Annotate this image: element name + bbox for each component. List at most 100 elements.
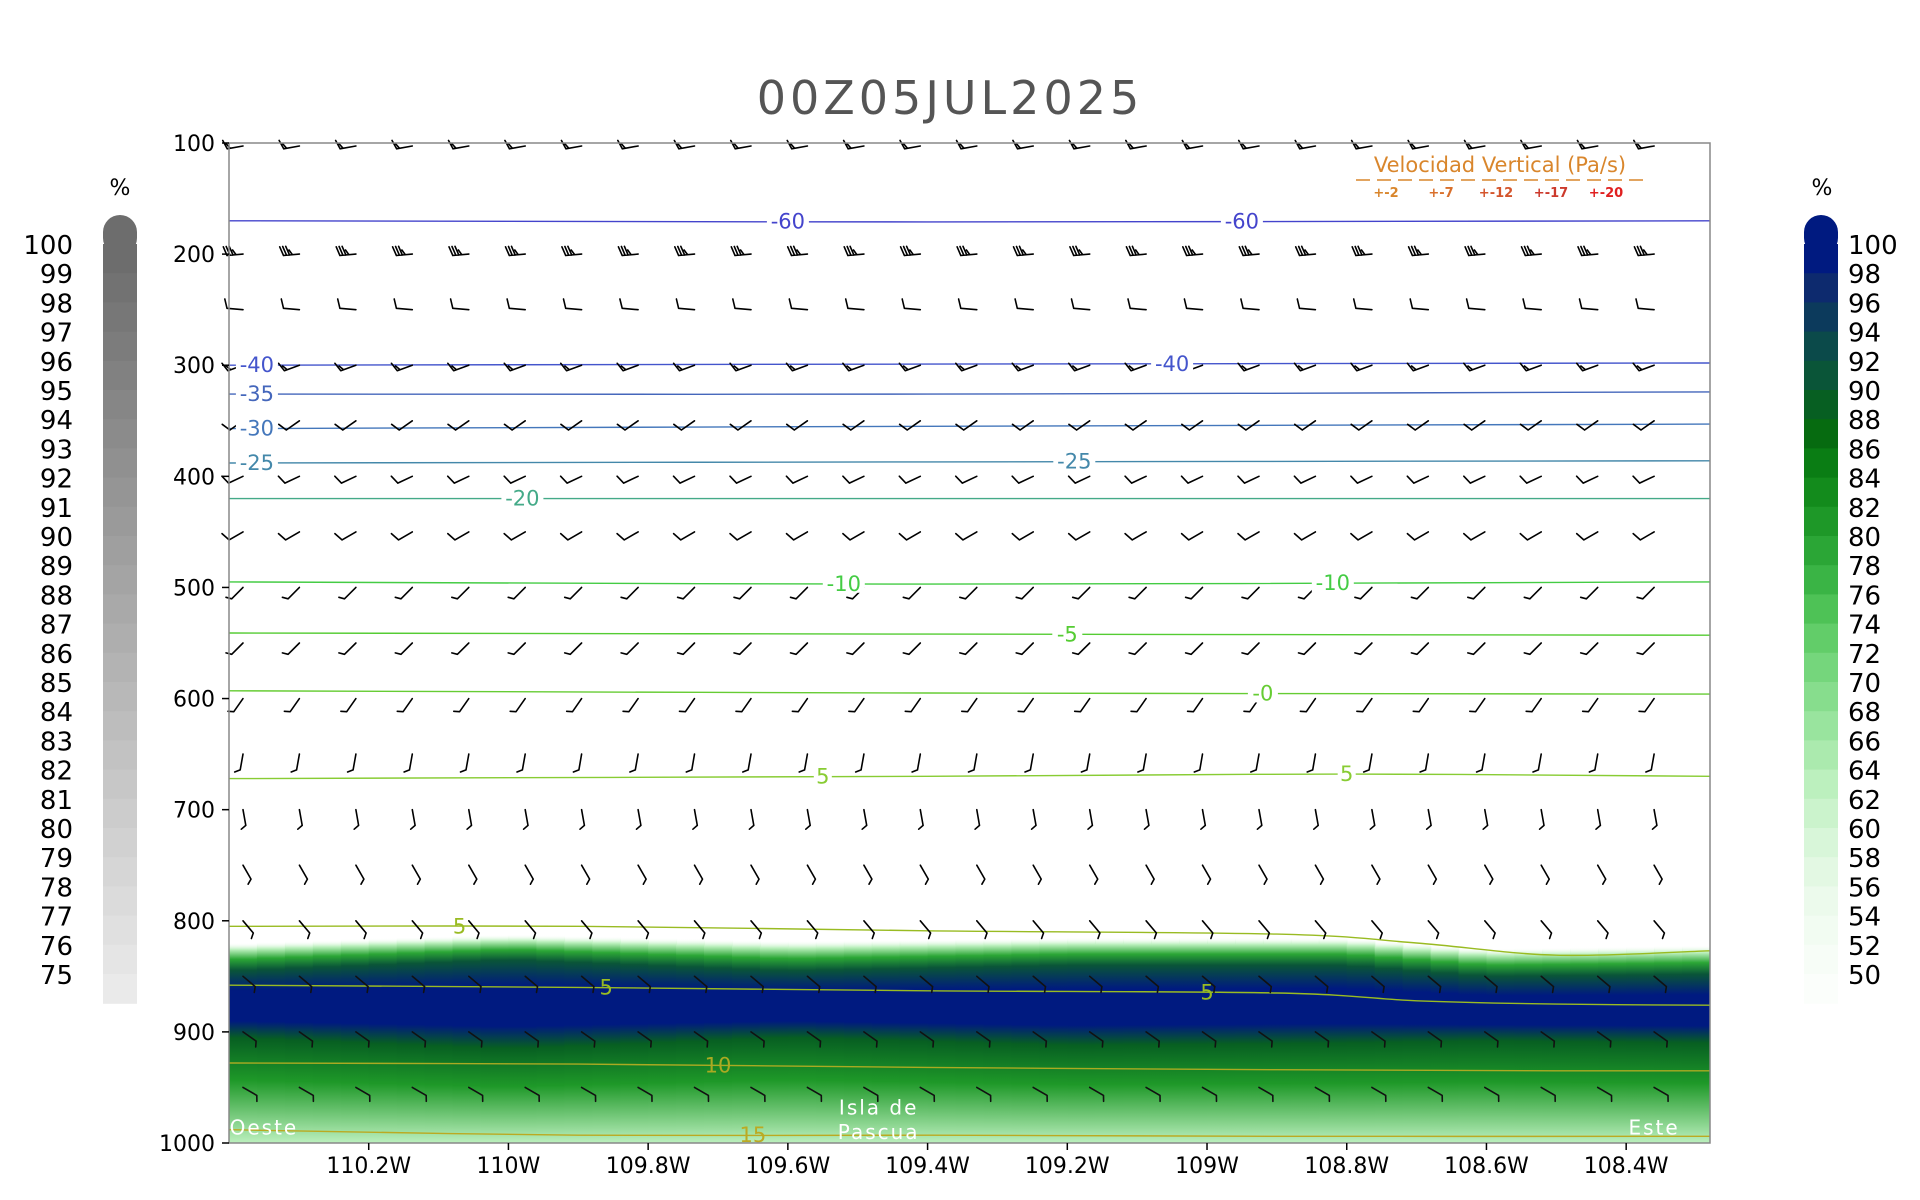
wind-barb	[504, 139, 526, 150]
colorbar-label: 89	[40, 552, 73, 582]
contour-label: -60	[771, 210, 805, 234]
humidity-band	[1095, 937, 1124, 1143]
wind-barb	[1653, 1031, 1668, 1048]
colorbar-label: 94	[1848, 319, 1881, 349]
contour-label: -10	[827, 572, 861, 596]
wind-barb	[901, 298, 922, 311]
wind-barb	[1520, 245, 1542, 257]
humidity-band	[1598, 946, 1627, 1143]
colorbar-label: 86	[1848, 435, 1881, 465]
colorbar-swatch	[1804, 682, 1838, 712]
y-tick-label: 900	[173, 1021, 215, 1046]
x-tick-label: 109.4W	[885, 1154, 970, 1179]
colorbar-label: 84	[1848, 465, 1881, 495]
wind-barb	[1596, 1086, 1613, 1103]
wind-barb	[524, 1031, 540, 1048]
wind-barb	[390, 420, 414, 431]
wind-barb	[1088, 920, 1101, 940]
contour-label: -0	[1252, 682, 1273, 706]
colorbar-swatch	[1804, 244, 1838, 274]
wind-barb	[1356, 697, 1373, 713]
wind-barb	[1632, 531, 1655, 541]
wind-barb	[390, 362, 414, 372]
wind-barb	[560, 420, 583, 431]
humidity-band	[1179, 937, 1208, 1143]
contour-line	[229, 984, 1710, 1006]
annotation-label: Este	[1629, 1115, 1680, 1139]
wind-barb	[1633, 245, 1655, 257]
humidity-band	[955, 938, 985, 1143]
wind-barb	[1596, 975, 1611, 994]
wind-barb	[789, 586, 809, 600]
contour-label-bg	[235, 385, 278, 404]
humidity-band	[564, 935, 593, 1143]
humidity-band	[396, 937, 426, 1143]
wind-barb	[1407, 245, 1430, 257]
colorbar-swatch	[1804, 360, 1838, 391]
colorbar-swatch	[103, 886, 137, 917]
wind-barb	[355, 975, 369, 994]
wind-barb	[1125, 245, 1147, 257]
contour-label-bg	[813, 767, 832, 786]
humidity-band	[1430, 945, 1460, 1143]
wind-barb	[1354, 586, 1373, 600]
wind-barb	[1406, 475, 1430, 484]
wind-barb	[298, 864, 309, 885]
wind-barb	[863, 1086, 879, 1103]
wind-barb	[1017, 697, 1034, 713]
colorbar-label: 91	[40, 494, 73, 524]
wind-barb	[1577, 245, 1599, 257]
wind-barb	[1427, 1031, 1443, 1048]
wind-barb	[233, 753, 244, 773]
wind-barb	[1068, 139, 1091, 150]
wind-barb	[1071, 642, 1091, 656]
y-tick-label: 700	[173, 799, 215, 824]
colorbar-label: 92	[40, 465, 73, 495]
wind-barb	[1011, 420, 1034, 431]
wind-barb	[561, 245, 583, 257]
contour-label: 5	[816, 765, 829, 789]
wind-barb	[240, 808, 247, 830]
colorbar-swatch	[1804, 944, 1838, 975]
wind-barb	[222, 245, 244, 257]
wind-barb	[1011, 531, 1034, 541]
wind-barb	[791, 697, 809, 713]
wind-barb	[854, 753, 865, 773]
wind-barb	[334, 420, 357, 431]
wind-barb	[976, 1031, 991, 1048]
y-tick-label: 300	[173, 354, 215, 379]
wind-barb	[298, 1031, 314, 1048]
wind-barb	[617, 245, 639, 257]
wind-barb	[863, 975, 877, 994]
wind-barb	[1184, 642, 1204, 656]
colorbar-label: 83	[40, 727, 73, 757]
colorbar-label: 99	[40, 260, 73, 290]
wind-barb	[468, 864, 478, 885]
wind-barb	[559, 475, 583, 484]
colorbar-label: 93	[40, 435, 73, 465]
colorbar-label: 84	[40, 698, 73, 728]
wind-barb	[355, 1086, 371, 1103]
wind-barb	[1127, 298, 1147, 311]
wind-barb	[1125, 139, 1147, 150]
wind-barb	[1032, 1086, 1048, 1103]
wind-barb	[1484, 864, 1494, 885]
contour-label: -5	[1057, 622, 1078, 646]
colorbar-label: 96	[40, 348, 73, 378]
axes: 100 200 300 400 500 600 700 800 900 1000 110.2W 110…	[159, 132, 1669, 1179]
wind-barb	[1032, 975, 1047, 994]
wind-barb	[1633, 139, 1655, 150]
colorbar-label: 82	[1848, 494, 1881, 524]
wind-barb	[1636, 642, 1655, 656]
x-tick-label: 109.6W	[746, 1154, 831, 1179]
humidity-band	[1402, 943, 1432, 1143]
colorbar-swatch	[1804, 390, 1838, 420]
wind-barb	[504, 245, 526, 257]
colorbar-swatch	[1804, 565, 1838, 595]
contour-labels: -60 -60 -40 -40 -35 -30 -25 -25 -20 -10 -10 -5 -0 5 5 5…	[235, 209, 1356, 1147]
wind-barb	[1241, 586, 1260, 600]
wind-barb	[742, 753, 752, 773]
contour-line	[229, 460, 1710, 464]
humidity-band	[1654, 945, 1683, 1143]
legend-item: +-7	[1428, 186, 1453, 201]
